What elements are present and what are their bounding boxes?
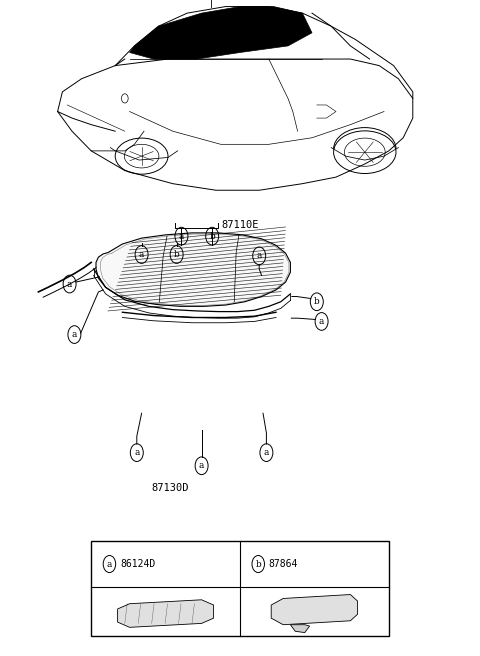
Text: a: a [139,250,144,259]
Text: b: b [255,560,261,569]
Text: 87110E: 87110E [221,220,259,230]
Text: a: a [72,330,77,339]
Text: b: b [174,250,180,259]
Polygon shape [130,7,312,59]
Text: a: a [319,317,324,326]
Text: 87130D: 87130D [152,483,189,493]
Polygon shape [271,594,358,625]
Text: a: a [107,560,112,569]
Text: 87864: 87864 [269,559,298,569]
Text: a: a [179,232,184,241]
Text: a: a [134,448,140,457]
Text: a: a [256,251,262,260]
Text: b: b [209,232,215,241]
Polygon shape [96,233,290,306]
Text: b: b [314,297,320,306]
Text: 86124D: 86124D [120,559,155,569]
Bar [91,541,389,636]
Text: a: a [67,279,72,289]
Polygon shape [290,625,310,632]
Text: a: a [264,448,269,457]
Polygon shape [118,600,214,627]
Text: a: a [199,461,204,470]
